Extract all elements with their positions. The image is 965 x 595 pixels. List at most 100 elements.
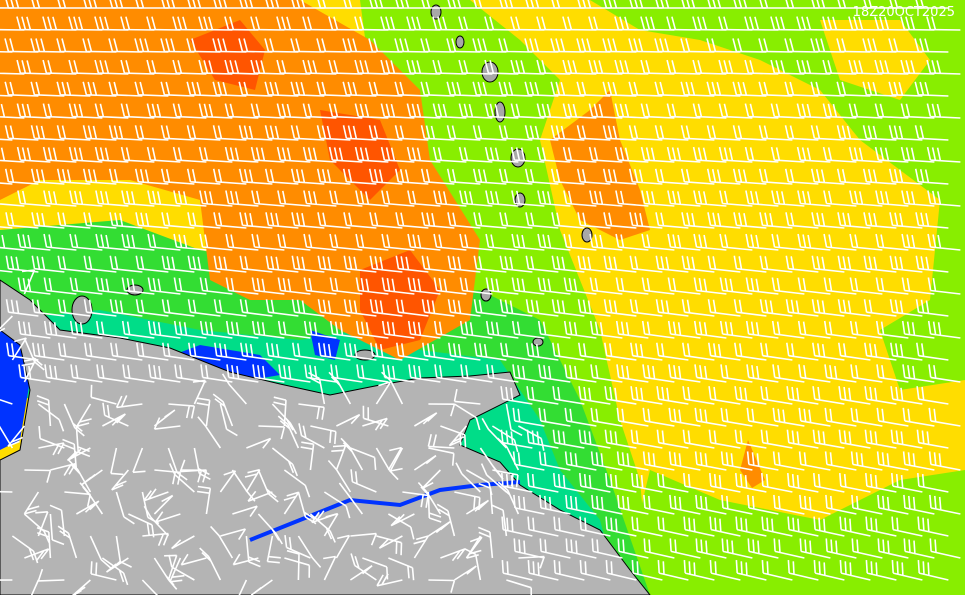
wind-barb: [69, 190, 103, 207]
wind-barb: [0, 398, 13, 405]
wind-barb: [17, 233, 51, 251]
wind-barb: [134, 38, 169, 53]
wind-barb: [926, 16, 961, 31]
wind-barb: [277, 190, 311, 207]
wind-barb: [576, 125, 611, 141]
wind-barb: [4, 125, 39, 141]
wind-barb: [290, 38, 325, 53]
wind-barb: [283, 491, 300, 515]
wind-barb: [787, 473, 819, 493]
wind-barb: [605, 473, 637, 493]
wind-barb: [914, 38, 949, 53]
wind-barb: [394, 168, 429, 185]
wind-barb: [797, 190, 831, 207]
wind-barb: [888, 168, 923, 185]
wind-barb: [654, 81, 689, 97]
wind-barb: [565, 538, 597, 559]
wind-barb: [863, 0, 897, 9]
wind-barb: [5, 299, 39, 317]
wind-barb: [811, 0, 845, 9]
wind-barb: [212, 168, 247, 185]
wind-barb: [928, 364, 961, 383]
wind-barb: [537, 233, 571, 251]
wind-barb: [277, 233, 311, 251]
wind-barb: [576, 81, 611, 97]
wind-barb: [362, 405, 389, 427]
wind-barb: [668, 364, 701, 383]
wind-barb: [95, 320, 129, 339]
wind-barb: [552, 342, 585, 361]
wind-barb: [323, 512, 339, 537]
wind-barb: [669, 494, 701, 515]
wind-barb: [849, 320, 883, 339]
wind-barb: [329, 233, 363, 251]
wind-barb: [395, 299, 429, 317]
wind-barb: [160, 81, 195, 97]
wind-barb: [745, 190, 779, 207]
wind-barb: [849, 233, 883, 251]
wind-barb: [848, 16, 883, 31]
wind-barb: [771, 320, 805, 339]
wind-barb: [588, 16, 623, 31]
wind-barb: [682, 429, 715, 449]
wind-barb: [525, 255, 559, 273]
wind-barb: [524, 168, 559, 185]
wind-barb: [110, 342, 143, 361]
wind-barb: [616, 451, 649, 471]
wind-barb: [770, 16, 805, 31]
wind-barb: [478, 482, 494, 515]
wind-barb: [225, 190, 259, 207]
wind-barb: [369, 299, 403, 317]
wind-barb: [485, 277, 519, 295]
wind-barb: [865, 473, 897, 493]
wind-barb: [640, 103, 675, 119]
wind-barb: [408, 364, 441, 383]
wind-barb: [603, 212, 637, 229]
wind-barb: [257, 513, 283, 545]
wind-barb: [823, 320, 857, 339]
wind-barb: [915, 299, 949, 317]
wind-barb: [759, 212, 793, 229]
wind-barb: [641, 190, 675, 207]
wind-barb: [212, 393, 234, 427]
wind-barb: [578, 429, 611, 449]
wind-barb: [395, 212, 429, 229]
wind-barb: [173, 190, 207, 207]
wind-barb: [838, 386, 871, 405]
wind-barb: [213, 212, 247, 229]
wind-barb: [848, 103, 883, 119]
wind-barb: [132, 447, 146, 474]
wind-barb: [550, 168, 585, 185]
wind-barb: [577, 299, 611, 317]
wind-barb: [199, 190, 233, 207]
wind-barb: [562, 59, 597, 75]
wind-barb: [453, 565, 477, 581]
wind-barb: [302, 16, 337, 31]
wind-barb: [225, 320, 259, 339]
wind-barb: [394, 81, 429, 97]
wind-barb: [851, 538, 883, 559]
wind-barb: [266, 342, 299, 361]
wind-barb: [616, 364, 649, 383]
wind-barb: [213, 255, 247, 273]
wind-barb: [309, 513, 336, 543]
wind-barb: [588, 146, 623, 163]
wind-barb: [759, 299, 793, 317]
wind-barb: [94, 146, 129, 163]
wind-barb: [251, 233, 285, 251]
wind-barb: [927, 190, 961, 207]
wind-barb: [759, 0, 793, 9]
wind-barb: [914, 168, 949, 185]
wind-barb: [604, 429, 637, 449]
wind-barb: [629, 0, 663, 9]
wind-barb: [640, 16, 675, 31]
wind-barb: [350, 469, 377, 493]
wind-barb: [276, 59, 311, 75]
wind-barb: [641, 233, 675, 251]
wind-barb: [501, 560, 533, 581]
wind-barb: [238, 125, 273, 141]
wind-barb: [302, 146, 337, 163]
wind-barb: [4, 38, 39, 53]
